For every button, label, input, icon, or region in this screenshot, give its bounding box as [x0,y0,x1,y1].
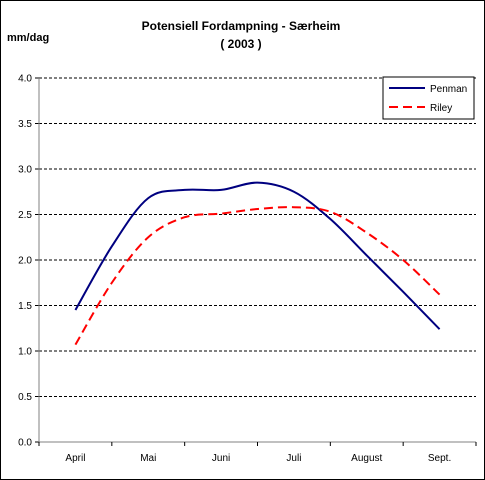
y-tick-label: 1.5 [18,301,32,312]
y-tick-label: 0.0 [18,438,32,449]
x-tick-label: April [65,453,85,464]
legend-box [382,76,475,120]
y-axis-label: mm/dag [7,32,49,44]
y-tick-label: 3.0 [18,165,32,176]
y-tick-label: 2.0 [18,256,32,267]
chart-title: Potensiell Fordampning - Særheim [142,19,341,33]
series-layer [74,181,441,346]
x-tick-label: Juni [212,453,230,464]
legend-label-penman: Penman [430,84,467,95]
series-line-riley [74,206,441,346]
chart-subtitle: ( 2003 ) [220,37,261,51]
legend-label-riley: Riley [430,103,452,114]
y-tick-label: 2.5 [18,210,32,221]
grid-layer [39,77,476,397]
y-tick-label: 1.0 [18,347,32,358]
y-tick-label: 3.5 [18,119,32,130]
x-tick-label: Juli [286,453,301,464]
axis-layer: 0.0 0.5 1.0 1.5 2.0 2.5 3.0 3.5 4.0 April Mai Juni J… [18,74,477,464]
x-tick-label: Sept. [428,453,451,464]
x-tick-label: Mai [140,453,156,464]
y-tick-label: 0.5 [18,392,32,403]
series-line-penman [74,181,441,330]
legend: Penman Riley [382,76,475,120]
x-tick-label: August [351,453,382,464]
y-tick-label: 4.0 [18,74,32,85]
